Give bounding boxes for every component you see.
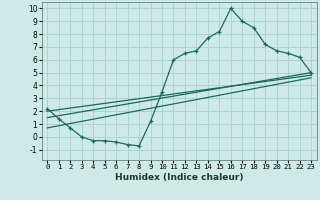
X-axis label: Humidex (Indice chaleur): Humidex (Indice chaleur) — [115, 173, 244, 182]
